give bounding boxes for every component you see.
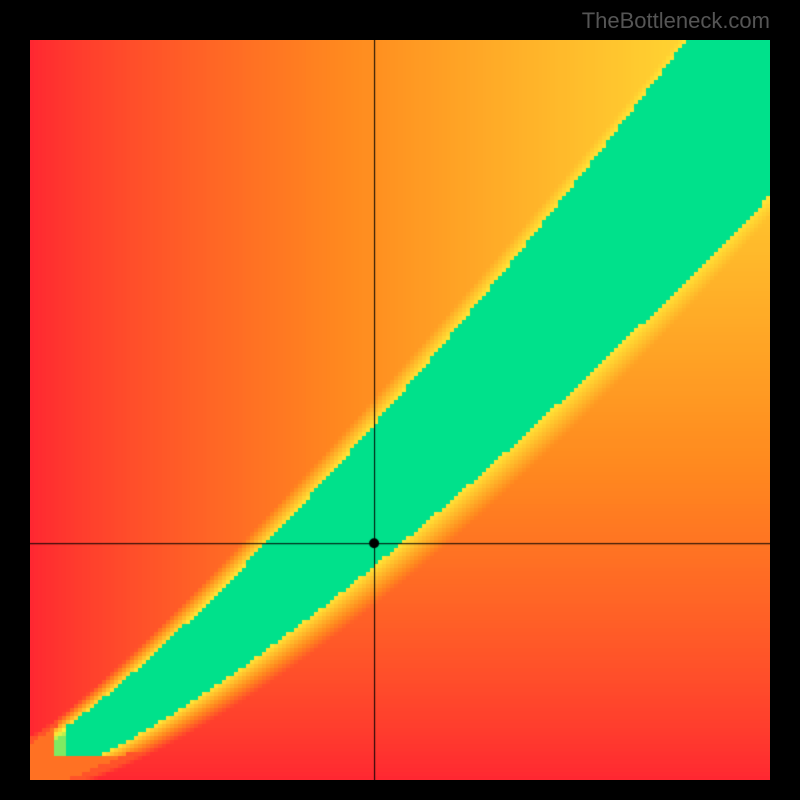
bottleneck-heatmap (30, 40, 770, 780)
watermark-text: TheBottleneck.com (582, 8, 770, 34)
chart-container: TheBottleneck.com (0, 0, 800, 800)
plot-area (30, 40, 770, 780)
